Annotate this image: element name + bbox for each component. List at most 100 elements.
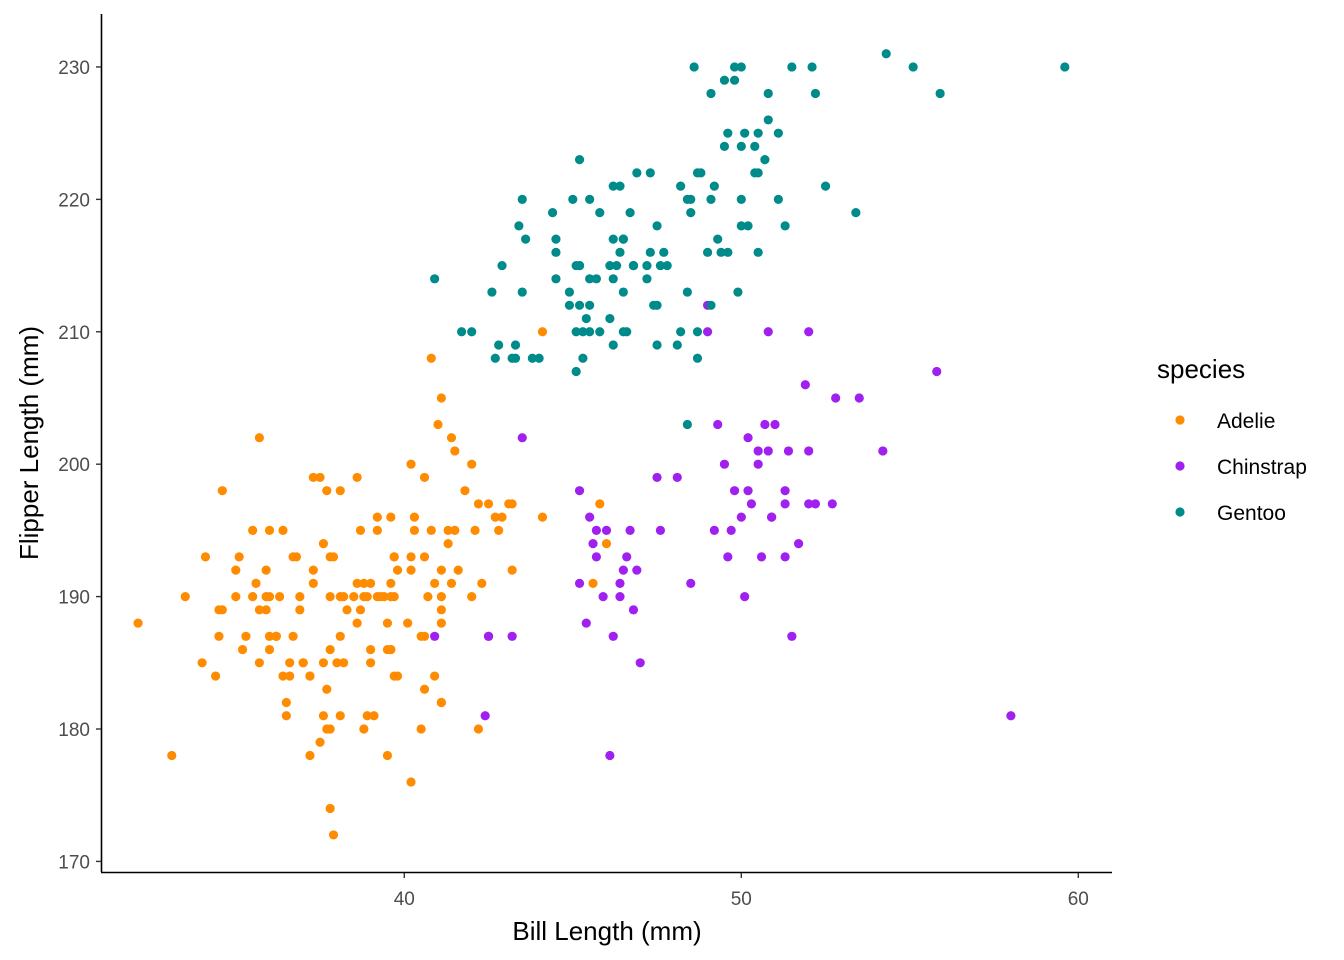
data-point-adelie — [281, 697, 291, 708]
data-point-adelie — [450, 525, 460, 535]
data-point-chinstrap — [854, 393, 864, 403]
data-point-gentoo — [578, 353, 588, 363]
data-point-adelie — [470, 525, 480, 535]
data-point-adelie — [409, 525, 420, 535]
data-point-adelie — [362, 711, 372, 721]
data-point-gentoo — [585, 194, 595, 204]
data-point-adelie — [335, 486, 345, 496]
data-point-adelie — [443, 525, 453, 535]
data-point-chinstrap — [625, 525, 635, 535]
data-point-adelie — [446, 433, 457, 443]
data-point-chinstrap — [770, 419, 780, 430]
data-point-adelie — [379, 591, 389, 602]
x-tick-label: 40 — [394, 889, 415, 910]
data-point-chinstrap — [743, 486, 753, 496]
data-point-adelie — [467, 459, 477, 469]
data-point-chinstrap — [709, 525, 719, 535]
data-point-gentoo — [608, 274, 618, 284]
data-point-chinstrap — [793, 539, 804, 549]
data-point-adelie — [477, 578, 487, 588]
data-point-chinstrap — [800, 380, 810, 390]
data-point-adelie — [419, 552, 430, 562]
data-point-gentoo — [686, 208, 696, 218]
data-point-gentoo — [568, 194, 578, 204]
data-point-chinstrap — [655, 525, 666, 535]
data-point-chinstrap — [753, 446, 763, 456]
data-point-gentoo — [760, 155, 770, 165]
x-axis-title: Bill Length (mm) — [512, 916, 701, 946]
data-point-adelie — [406, 459, 416, 469]
data-point-gentoo — [723, 128, 733, 138]
data-point-gentoo — [692, 353, 703, 363]
data-point-chinstrap — [763, 327, 773, 337]
data-point-adelie — [473, 499, 484, 509]
data-point-chinstrap — [726, 525, 736, 535]
data-point-chinstrap — [703, 327, 713, 337]
data-point-chinstrap — [767, 512, 777, 522]
data-point-gentoo — [676, 181, 686, 191]
data-point-chinstrap — [652, 472, 662, 483]
data-point-adelie — [325, 803, 335, 814]
data-point-chinstrap — [615, 578, 625, 588]
data-point-gentoo — [716, 247, 726, 257]
data-point-adelie — [537, 327, 548, 337]
data-point-adelie — [241, 631, 251, 641]
data-point-chinstrap — [517, 433, 527, 443]
legend-key-adelie — [1175, 415, 1185, 425]
x-axis-ticks: 40 50 60 — [394, 873, 1089, 910]
data-point-adelie — [355, 605, 366, 615]
data-point-adelie — [372, 512, 382, 522]
data-point-gentoo — [686, 194, 696, 204]
data-point-adelie — [483, 499, 494, 509]
data-point-gentoo — [736, 194, 746, 204]
data-point-gentoo — [763, 88, 773, 99]
y-tick-label: 200 — [58, 455, 90, 476]
data-point-adelie — [349, 591, 359, 602]
y-tick-label: 210 — [58, 323, 90, 344]
data-point-adelie — [446, 578, 457, 588]
data-point-adelie — [318, 658, 329, 668]
data-point-gentoo — [662, 260, 672, 271]
data-point-adelie — [231, 565, 241, 575]
data-point-adelie — [443, 539, 453, 549]
data-point-gentoo — [581, 313, 591, 324]
data-point-adelie — [416, 724, 426, 734]
data-point-chinstrap — [507, 631, 517, 641]
data-point-gentoo — [618, 234, 628, 244]
data-point-adelie — [386, 644, 396, 655]
data-point-chinstrap — [804, 327, 814, 337]
data-point-adelie — [419, 631, 430, 641]
data-point-adelie — [406, 777, 416, 787]
data-point-gentoo — [551, 247, 561, 257]
data-point-adelie — [264, 525, 275, 535]
data-point-gentoo — [753, 128, 763, 138]
data-point-chinstrap — [605, 750, 615, 761]
data-point-gentoo — [743, 221, 753, 231]
data-point-chinstrap — [878, 446, 888, 456]
data-point-gentoo — [719, 141, 730, 152]
data-point-adelie — [298, 658, 308, 668]
data-point-gentoo — [723, 247, 733, 257]
data-point-gentoo — [551, 274, 561, 284]
data-point-gentoo — [608, 181, 618, 191]
data-point-gentoo — [608, 234, 618, 244]
data-point-gentoo — [642, 260, 652, 271]
data-point-chinstrap — [608, 631, 618, 641]
data-point-chinstrap — [780, 552, 790, 562]
data-point-adelie — [295, 591, 305, 602]
data-point-gentoo — [706, 300, 716, 310]
data-point-adelie — [214, 631, 224, 641]
data-point-adelie — [355, 525, 366, 535]
data-point-adelie — [180, 591, 190, 602]
data-point-gentoo — [719, 75, 730, 85]
data-point-chinstrap — [628, 605, 639, 615]
data-point-chinstrap — [743, 433, 753, 443]
data-point-gentoo — [750, 168, 760, 178]
data-point-gentoo — [467, 327, 477, 337]
data-point-adelie — [406, 565, 416, 575]
data-point-adelie — [426, 525, 436, 535]
data-point-gentoo — [652, 300, 662, 310]
data-point-chinstrap — [780, 486, 790, 496]
data-point-adelie — [328, 830, 339, 840]
data-point-adelie — [264, 631, 275, 641]
